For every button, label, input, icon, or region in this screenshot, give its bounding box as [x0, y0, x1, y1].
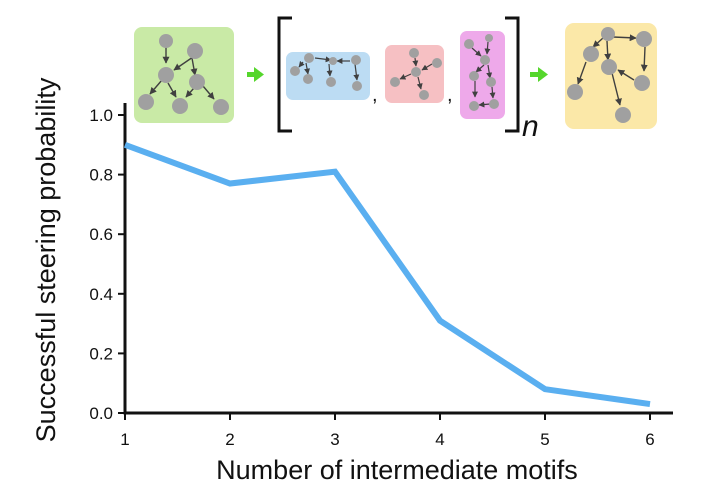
graph-node	[352, 81, 362, 91]
x-tick-label: 3	[330, 430, 339, 449]
graph-node	[409, 48, 419, 58]
graph-node	[432, 58, 442, 68]
graph-node	[567, 84, 583, 100]
series-line	[123, 141, 651, 408]
bracket-icon	[277, 16, 292, 133]
x-tick-label: 6	[645, 430, 654, 449]
graph-node	[485, 34, 493, 42]
graph-node	[464, 39, 474, 49]
schematic: , ,	[134, 16, 657, 143]
right-arrow-icon	[530, 67, 548, 82]
graph-node	[187, 43, 203, 59]
graph-node	[636, 31, 652, 47]
graph-node	[138, 94, 154, 110]
intermediate-motif	[460, 31, 505, 119]
graph-node	[172, 98, 188, 114]
graph-node	[189, 74, 205, 90]
series-layer	[123, 141, 651, 408]
graph-node	[390, 77, 400, 87]
graph-node	[329, 57, 337, 65]
y-tick-label: 0.0	[89, 404, 113, 423]
graph-node	[351, 55, 361, 65]
graph-node	[213, 99, 229, 115]
graph-node	[480, 55, 490, 65]
right-arrow-icon	[247, 67, 264, 82]
x-tick-label: 5	[540, 430, 549, 449]
x-tick-label: 2	[225, 430, 234, 449]
y-tick-label: 0.2	[89, 344, 113, 363]
bracket-icon	[505, 16, 520, 133]
graph-node	[290, 66, 300, 76]
y-ticks: 0.0 0.2 0.4 0.6 0.8 1.0	[89, 106, 125, 423]
graph-node	[419, 90, 429, 100]
intermediate-motif	[385, 45, 444, 103]
motif-separator: ,	[447, 84, 453, 106]
y-tick-label: 0.6	[89, 225, 113, 244]
graph-node	[159, 34, 173, 48]
start-motif	[134, 27, 234, 123]
graph-node	[615, 107, 631, 123]
x-ticks: 1 2 3 4 5 6	[120, 413, 655, 449]
graph-node	[489, 99, 499, 109]
plot-area: 0.0 0.2 0.4 0.6 0.8 1.0 1 2 3 4 5 6	[89, 103, 673, 449]
y-tick-label: 0.4	[89, 285, 113, 304]
repeat-count-label: n	[522, 110, 539, 143]
graph-node	[411, 67, 421, 77]
motif-separator: ,	[372, 84, 378, 106]
graph-node	[326, 77, 336, 87]
graph-node	[601, 27, 615, 41]
graph-node	[634, 75, 650, 91]
intermediate-motif	[286, 52, 370, 100]
y-tick-label: 0.8	[89, 166, 113, 185]
x-tick-label: 1	[120, 430, 129, 449]
graph-node	[601, 59, 617, 75]
x-axis-title: Number of intermediate motifs	[216, 455, 578, 485]
graph-node	[469, 101, 479, 111]
graph-node	[486, 77, 496, 87]
x-tick-label: 4	[435, 430, 444, 449]
y-axis-title: Successful steering probability	[31, 77, 61, 442]
target-motif	[565, 23, 657, 129]
graph-node	[304, 53, 314, 63]
graph-node	[158, 67, 174, 83]
graph-node	[583, 46, 599, 62]
graph-node	[303, 74, 313, 84]
graph-node	[469, 71, 479, 81]
y-tick-label: 1.0	[89, 106, 113, 125]
